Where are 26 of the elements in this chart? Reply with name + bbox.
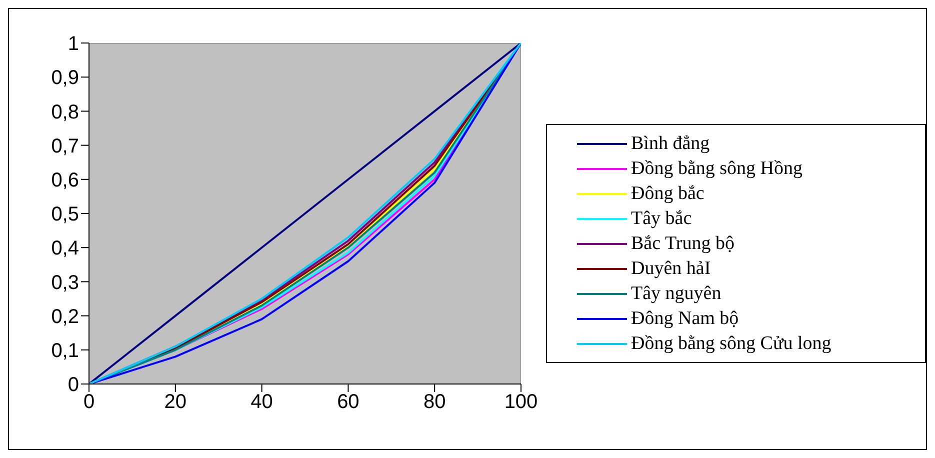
y-tick-label: 0,7	[51, 135, 79, 158]
legend-label: Đồng bằng sông Cửu long	[631, 332, 832, 356]
x-tick-label: 100	[504, 391, 538, 414]
y-tick-label: 0,9	[51, 67, 79, 90]
x-tick-label: 60	[337, 391, 360, 414]
legend-label: Đông Nam bộ	[631, 307, 739, 331]
legend-label: Đông bắc	[631, 182, 704, 206]
y-tick-label: 0,6	[51, 170, 79, 192]
x-tick-label: 20	[164, 391, 187, 414]
y-tick-label: 0,8	[51, 101, 79, 124]
legend-label: Đồng bằng sông Hồng	[631, 157, 803, 181]
x-tick-label: 80	[423, 391, 446, 414]
x-tick-label: 40	[250, 391, 273, 414]
y-tick-label: 0,3	[51, 272, 79, 294]
y-tick-label: 0	[68, 374, 79, 396]
legend-label: Bắc Trung bộ	[631, 232, 734, 256]
y-tick-label: 0,2	[51, 306, 79, 328]
legend-label: Duyên hảI	[631, 257, 711, 281]
y-tick-label: 0,4	[51, 238, 79, 260]
legend-label: Tây bắc	[631, 207, 692, 231]
y-tick-label: 0,5	[51, 204, 79, 226]
y-tick-label: 1	[68, 33, 79, 56]
x-tick-label: 0	[83, 391, 95, 414]
legend-label: Bình đẳng	[631, 132, 710, 156]
y-tick-label: 0,1	[51, 340, 79, 362]
legend-label: Tây nguyên	[631, 282, 722, 306]
